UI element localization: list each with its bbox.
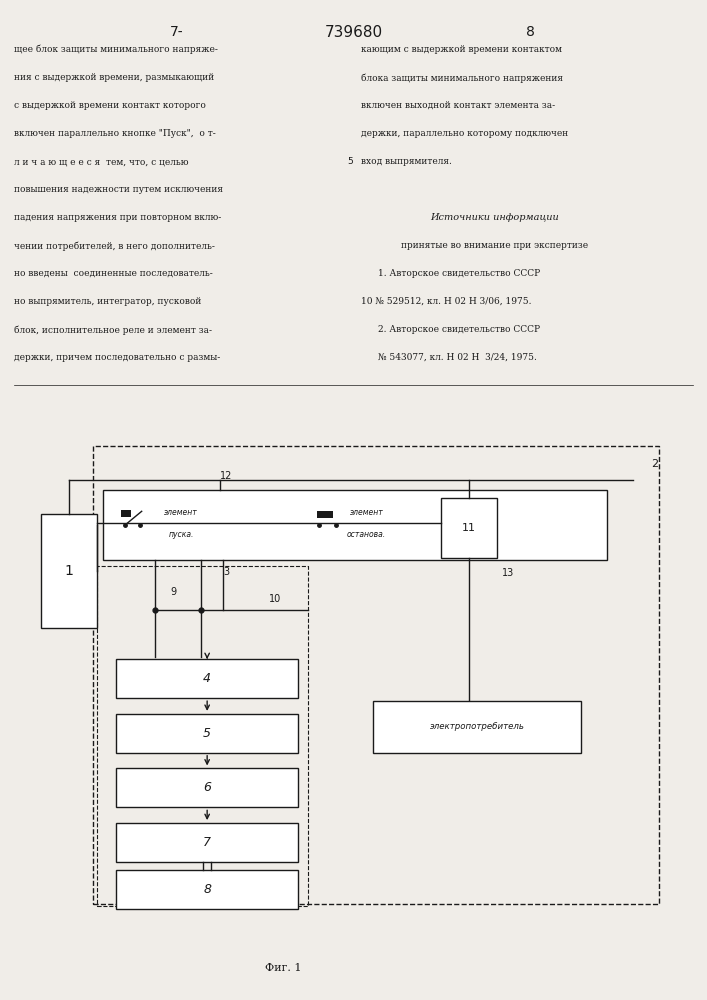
Text: 7-: 7- [170,25,184,39]
Bar [317,511,333,518]
Text: 5: 5 [347,157,353,166]
Text: принятые во внимание при экспертизе: принятые во внимание при экспертизе [402,241,588,250]
Text: держки, параллельно которому подключен: держки, параллельно которому подключен [361,129,568,138]
Text: чении потребителей, в него дополнитель-: чении потребителей, в него дополнитель- [14,241,215,251]
Text: 6: 6 [203,781,211,794]
Text: 5: 5 [203,727,211,740]
Text: 3: 3 [223,567,230,577]
Bar [116,870,298,909]
Text: 13: 13 [502,568,514,578]
Text: с выдержкой времени контакт которого: с выдержкой времени контакт которого [14,101,206,110]
Text: 1. Авторское свидетельство СССР: 1. Авторское свидетельство СССР [378,269,540,278]
Text: останова.: останова. [347,530,386,539]
Bar [93,446,659,904]
Text: 10 № 529512, кл. Н 02 Н 3/06, 1975.: 10 № 529512, кл. Н 02 Н 3/06, 1975. [361,297,531,306]
Text: 1: 1 [64,564,74,578]
Text: кающим с выдержкой времени контактом: кающим с выдержкой времени контактом [361,45,561,54]
Text: вход выпрямителя.: вход выпрямителя. [361,157,452,166]
Bar [116,768,298,807]
Bar [103,490,607,560]
Text: блока защиты минимального напряжения: блока защиты минимального напряжения [361,73,563,83]
Text: № 543077, кл. Н 02 Н  3/24, 1975.: № 543077, кл. Н 02 Н 3/24, 1975. [378,353,537,362]
Text: но выпрямитель, интегратор, пусковой: но выпрямитель, интегратор, пусковой [14,297,201,306]
Text: 2. Авторское свидетельство СССР: 2. Авторское свидетельство СССР [378,325,540,334]
Bar [41,514,97,628]
Text: щее блок защиты минимального напряже-: щее блок защиты минимального напряже- [14,45,218,54]
Text: 739680: 739680 [325,25,382,40]
Text: элемент: элемент [350,508,383,517]
Text: электропотребитель: электропотребитель [430,722,525,731]
Text: ния с выдержкой времени, размыкающий: ния с выдержкой времени, размыкающий [14,73,214,82]
Text: но введены  соединенные последователь-: но введены соединенные последователь- [14,269,213,278]
Text: держки, причем последовательно с размы-: держки, причем последовательно с размы- [14,353,221,362]
Text: пуска.: пуска. [168,530,194,539]
Text: Фиг. 1: Фиг. 1 [264,963,301,973]
Text: падения напряжения при повторном вклю-: падения напряжения при повторном вклю- [14,213,221,222]
Bar [97,566,308,906]
Text: 2: 2 [651,459,658,469]
Text: повышения надежности путем исключения: повышения надежности путем исключения [14,185,223,194]
Text: элемент: элемент [164,508,198,517]
Bar [116,823,298,862]
Text: 7: 7 [203,836,211,849]
Text: л и ч а ю щ е е с я  тем, что, с целью: л и ч а ю щ е е с я тем, что, с целью [14,157,189,166]
Text: блок, исполнительное реле и элемент за-: блок, исполнительное реле и элемент за- [14,325,212,335]
Text: 10: 10 [269,594,281,604]
Bar [441,498,496,558]
Text: 11: 11 [462,523,476,533]
Bar [121,510,131,517]
Text: включен параллельно кнопке "Пуск",  о т-: включен параллельно кнопке "Пуск", о т- [14,129,216,138]
Text: 8: 8 [203,883,211,896]
Text: 4: 4 [203,672,211,685]
Bar [116,659,298,698]
Text: Источники информации: Источники информации [431,213,559,222]
Text: 9: 9 [170,587,176,597]
Text: 8: 8 [526,25,534,39]
Bar [373,701,581,753]
Bar [116,714,298,753]
Text: включен выходной контакт элемента за-: включен выходной контакт элемента за- [361,101,555,110]
Text: 12: 12 [220,471,233,481]
